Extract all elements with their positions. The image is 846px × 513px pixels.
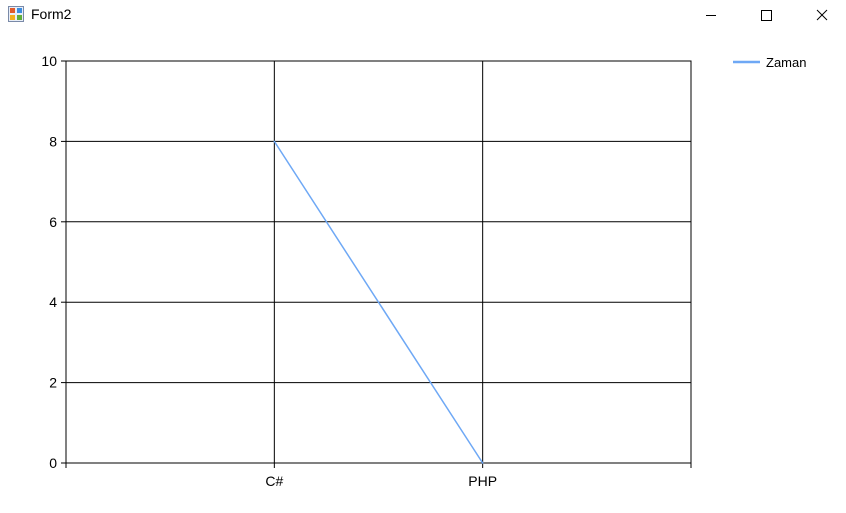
data-point (481, 462, 484, 464)
y-tick-label: 10 (41, 53, 57, 69)
minimize-button[interactable] (688, 0, 734, 30)
maximize-button[interactable] (743, 0, 789, 30)
y-tick-label: 8 (49, 133, 57, 149)
y-tick-label: 2 (49, 375, 57, 391)
data-point (273, 140, 276, 143)
x-tick-label: C# (265, 473, 283, 489)
plot-area (66, 61, 691, 463)
x-tick-label: PHP (468, 473, 497, 489)
y-tick-label: 4 (49, 294, 57, 310)
window-title: Form2 (31, 6, 72, 22)
y-tick-label: 6 (49, 214, 57, 230)
plot-border (65, 60, 692, 464)
y-tick-label: 0 (49, 455, 57, 471)
title-bar[interactable]: Form2 (0, 0, 846, 30)
app-icon (8, 6, 24, 22)
chart-area: 0 2 4 6 8 10 C# PHP Zaman (0, 30, 846, 508)
series-line (273, 140, 484, 464)
close-button[interactable] (799, 0, 845, 30)
maximize-icon (760, 9, 772, 21)
minimize-icon (705, 9, 717, 21)
line-chart: 0 2 4 6 8 10 C# PHP Zaman (41, 53, 806, 489)
legend-label: Zaman (766, 55, 806, 70)
close-icon (816, 9, 828, 21)
